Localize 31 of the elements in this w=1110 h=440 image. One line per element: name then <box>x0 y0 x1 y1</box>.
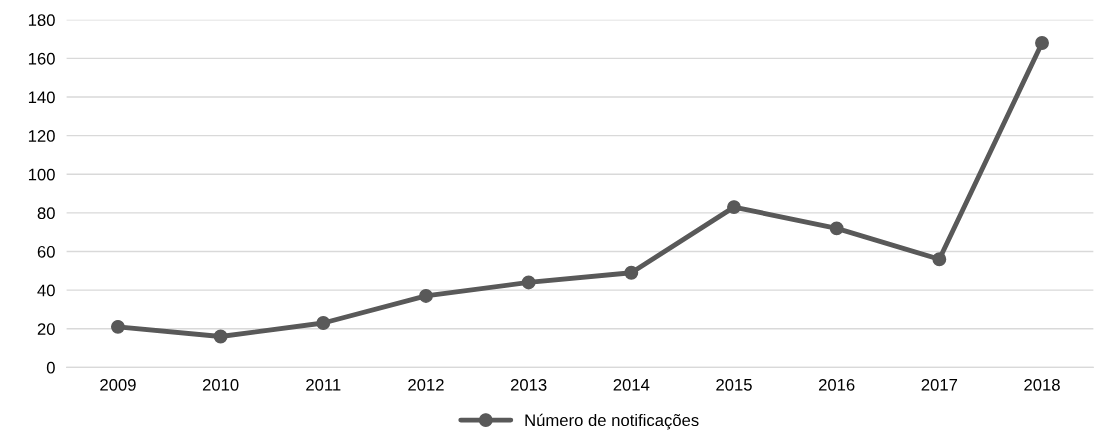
x-tick-label: 2018 <box>1024 378 1060 391</box>
point <box>624 265 639 280</box>
point <box>521 275 536 290</box>
x-tick-label: 2011 <box>306 378 341 391</box>
x-tick-label: 2015 <box>716 378 752 391</box>
x-tick-label: 2010 <box>202 378 239 391</box>
y-tick-label: 0 <box>46 361 55 374</box>
point <box>110 319 125 334</box>
y-tick-label: 40 <box>37 284 55 297</box>
legend-label: Número de notificações <box>525 413 699 430</box>
point <box>829 221 844 236</box>
point <box>932 252 947 267</box>
y-tick-label: 120 <box>28 130 55 142</box>
y-tick-label: 20 <box>37 323 55 335</box>
x-tick-label: 2012 <box>408 378 444 391</box>
point <box>419 289 433 303</box>
y-tick-label: 80 <box>37 207 55 220</box>
point <box>213 329 228 344</box>
y-tick-label: 60 <box>37 245 55 258</box>
y-tick-label: 160 <box>28 52 55 65</box>
x-tick-label: 2016 <box>818 378 855 391</box>
y-tick-label: 180 <box>28 14 55 26</box>
point <box>1035 36 1049 50</box>
y-tick-label: 140 <box>28 91 55 104</box>
x-tick-label: 2014 <box>613 378 650 391</box>
x-tick-label: 2013 <box>510 378 547 391</box>
point <box>316 316 331 330</box>
y-tick-label: 100 <box>28 168 55 181</box>
x-tick-label: 2017 <box>921 378 958 391</box>
point <box>727 200 741 215</box>
x-tick-label: 2009 <box>100 378 136 391</box>
